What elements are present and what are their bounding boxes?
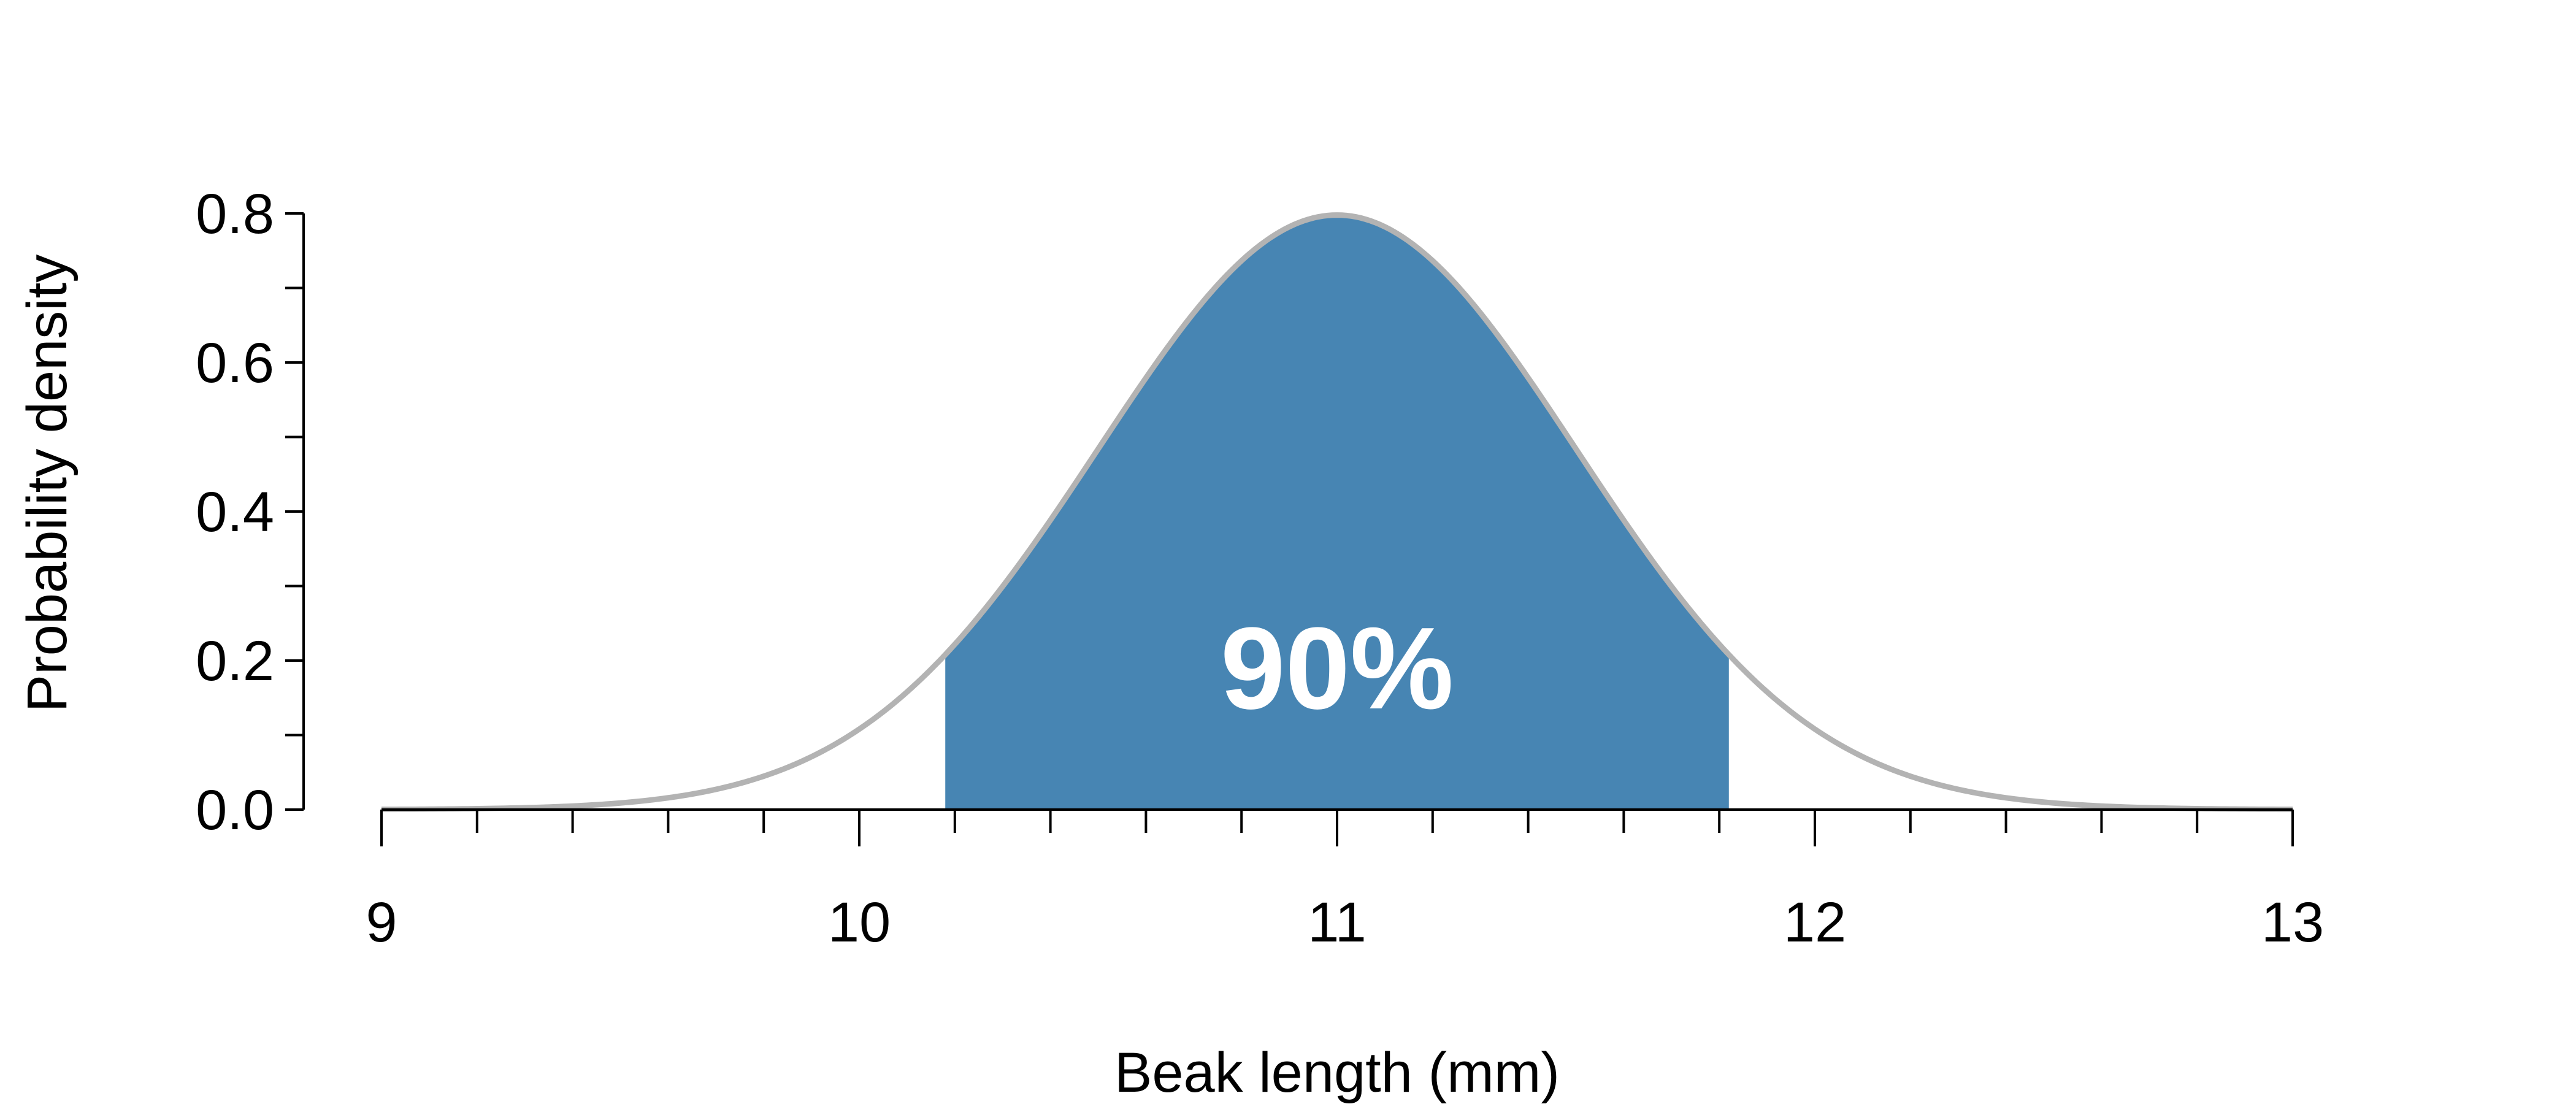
density-curve xyxy=(381,212,2293,813)
x-axis-title: Beak length (mm) xyxy=(1114,1041,1560,1104)
y-axis-title: Probability density xyxy=(16,255,79,713)
y-tick-label: 0.2 xyxy=(196,630,274,692)
y-tick-label: 0.6 xyxy=(196,332,274,394)
x-axis: 9 10 11 12 13 xyxy=(366,808,2324,954)
y-tick-label: 0.8 xyxy=(196,183,274,245)
x-tick-label: 9 xyxy=(366,891,397,954)
x-tick-label: 11 xyxy=(1308,891,1367,954)
x-tick-label: 12 xyxy=(1784,891,1846,954)
y-tick-label: 0.0 xyxy=(196,779,274,841)
shaded-interval-area xyxy=(945,215,1729,810)
y-tick-label: 0.4 xyxy=(196,481,274,543)
y-axis: 0.0 0.2 0.4 0.6 0.8 xyxy=(196,183,305,841)
x-tick-label: 10 xyxy=(828,891,891,954)
interval-percent-label: 90% xyxy=(1221,604,1454,734)
x-tick-label: 13 xyxy=(2261,891,2324,954)
